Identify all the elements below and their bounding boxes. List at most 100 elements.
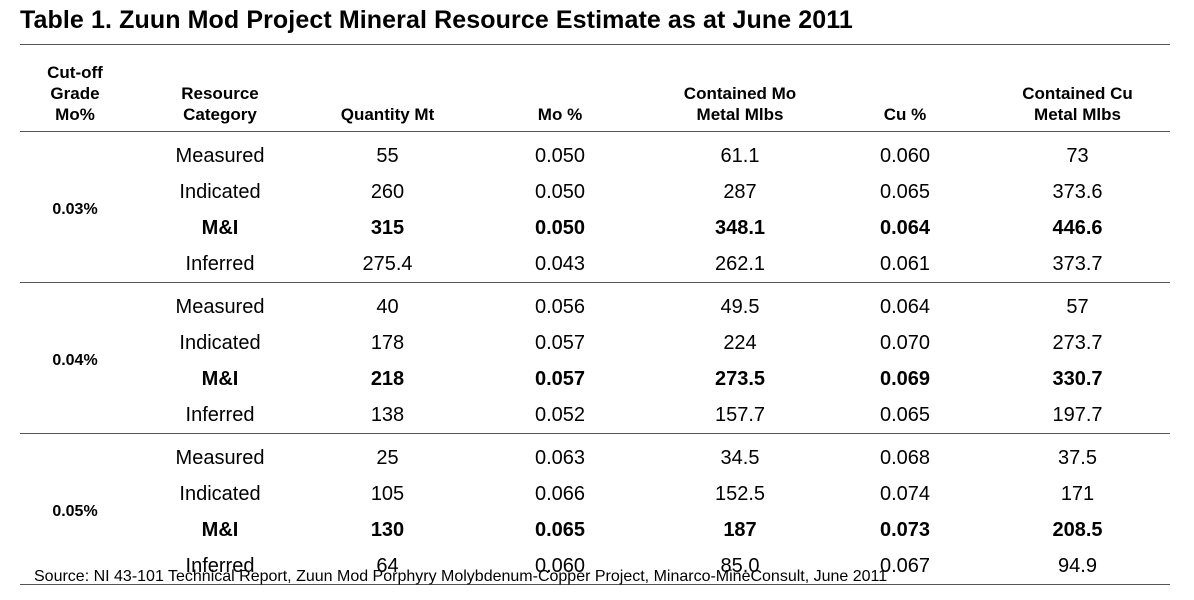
table-row-total: M&I 315 0.050 348.1 0.064 446.6 <box>20 210 1170 246</box>
table-row: Indicated 260 0.050 287 0.065 373.6 <box>20 174 1170 210</box>
header-cutoff-grade: Cut-off Grade Mo% <box>20 51 130 132</box>
cu-cell: 0.064 <box>879 217 931 239</box>
contained-mo-cell: 287 <box>723 181 757 203</box>
contained-mo-cell: 152.5 <box>714 483 766 505</box>
quantity-cell: 178 <box>370 332 405 354</box>
mo-cell: 0.065 <box>534 519 586 541</box>
quantity-cell: 138 <box>370 404 405 426</box>
header-resource-category: Resource Category <box>130 51 310 132</box>
table-row-total: M&I 218 0.057 273.5 0.069 330.7 <box>20 361 1170 397</box>
contained-cu-cell: 273.7 <box>1052 332 1103 354</box>
contained-cu-cell: 373.6 <box>1052 181 1103 203</box>
header-contained-mo-line-1: Contained Mo <box>683 84 797 103</box>
contained-cu-cell: 330.7 <box>1052 368 1103 390</box>
cu-cell: 0.073 <box>879 519 931 541</box>
category-cell: Indicated <box>179 483 261 505</box>
top-rule <box>20 44 1170 45</box>
contained-mo-cell: 49.5 <box>655 282 825 325</box>
table-row: Inferred 138 0.052 157.7 0.065 197.7 <box>20 397 1170 434</box>
mo-cell: 0.057 <box>534 368 586 390</box>
header-mo-line-1: Mo % <box>537 105 583 124</box>
contained-cu-cell: 208.5 <box>1052 519 1103 541</box>
mo-cell: 0.057 <box>534 332 586 354</box>
cu-cell: 0.069 <box>879 368 931 390</box>
category-cell: Indicated <box>179 332 261 354</box>
contained-mo-cell: 157.7 <box>714 404 766 426</box>
contained-cu-cell: 57 <box>985 282 1170 325</box>
header-row: Cut-off Grade Mo% Resource Category Quan… <box>20 51 1170 132</box>
table-row: Inferred 64 0.060 85.0 0.067 94.9 <box>20 548 1170 585</box>
category-cell: M&I <box>201 368 239 390</box>
mo-cell: 0.056 <box>465 282 655 325</box>
cutoff-grade-cell: 0.04% <box>20 282 130 434</box>
table-row: Inferred 275.4 0.043 262.1 0.061 373.7 <box>20 246 1170 283</box>
contained-mo-cell: 187 <box>723 519 757 541</box>
table-row: Indicated 178 0.057 224 0.070 273.7 <box>20 325 1170 361</box>
quantity-cell: 64 <box>376 555 399 577</box>
header-quantity-line-1: Quantity Mt <box>340 105 435 124</box>
contained-cu-cell: 373.7 <box>1052 253 1103 275</box>
cu-cell: 0.068 <box>825 433 985 476</box>
quantity-cell: 55 <box>310 131 465 174</box>
mo-cell: 0.050 <box>534 217 586 239</box>
category-cell: Inferred <box>185 253 255 275</box>
mo-cell: 0.050 <box>534 181 586 203</box>
source-note: Source: NI 43-101 Technical Report, Zuun… <box>34 568 888 585</box>
header-contained-cu-line-2: Metal Mlbs <box>1034 105 1121 124</box>
quantity-cell: 130 <box>370 519 405 541</box>
contained-mo-cell: 34.5 <box>655 433 825 476</box>
header-contained-mo-line-2: Metal Mlbs <box>696 105 784 124</box>
cu-cell: 0.061 <box>879 253 931 275</box>
cu-cell: 0.074 <box>879 483 931 505</box>
contained-mo-cell: 262.1 <box>714 253 766 275</box>
header-cu-line-1: Cu % <box>883 105 927 124</box>
cu-cell: 0.064 <box>825 282 985 325</box>
header-contained-mo: Contained Mo Metal Mlbs <box>655 51 825 132</box>
category-cell: Measured <box>130 131 310 174</box>
cu-cell: 0.065 <box>879 404 931 426</box>
header-contained-cu-line-1: Contained Cu <box>1022 84 1133 103</box>
quantity-cell: 275.4 <box>362 253 413 275</box>
cutoff-grade-cell: 0.05% <box>20 433 130 585</box>
contained-cu-cell: 197.7 <box>1052 404 1103 426</box>
mo-cell: 0.050 <box>465 131 655 174</box>
table-row: 0.05% Measured 25 0.063 34.5 0.068 37.5 <box>20 433 1170 585</box>
category-cell: M&I <box>201 519 239 541</box>
contained-mo-cell: 61.1 <box>655 131 825 174</box>
cu-cell: 0.070 <box>879 332 931 354</box>
contained-cu-cell: 94.9 <box>1058 555 1097 577</box>
cutoff-grade-cell: 0.03% <box>20 131 130 283</box>
contained-mo-cell: 348.1 <box>714 217 766 239</box>
table-row: Indicated 105 0.066 152.5 0.074 171 <box>20 476 1170 512</box>
header-quantity: Quantity Mt <box>310 51 465 132</box>
category-cell: M&I <box>201 217 239 239</box>
category-cell: Indicated <box>179 181 261 203</box>
category-cell: Measured <box>130 282 310 325</box>
header-contained-cu: Contained Cu Metal Mlbs <box>985 51 1170 132</box>
header-cutoff-line-1: Cut-off <box>47 63 103 82</box>
quantity-cell: 105 <box>370 483 405 505</box>
quantity-cell: 260 <box>370 181 405 203</box>
header-category-line-2: Category <box>183 105 257 124</box>
contained-cu-cell: 171 <box>1060 483 1095 505</box>
header-mo-percent: Mo % <box>465 51 655 132</box>
resource-table: Cut-off Grade Mo% Resource Category Quan… <box>20 51 1170 585</box>
table-row-total: M&I 130 0.065 187 0.073 208.5 <box>20 512 1170 548</box>
quantity-cell: 315 <box>370 217 405 239</box>
header-category-line-1: Resource <box>181 84 259 103</box>
category-cell: Inferred <box>185 555 255 577</box>
header-cutoff-line-2: Grade <box>50 84 100 103</box>
contained-mo-cell: 273.5 <box>714 368 766 390</box>
table-title: Table 1. Zuun Mod Project Mineral Resour… <box>20 6 853 34</box>
cu-cell: 0.067 <box>879 555 931 577</box>
category-cell: Inferred <box>185 404 255 426</box>
table-row: 0.03% Measured 55 0.050 61.1 0.060 73 <box>20 131 1170 283</box>
mo-cell: 0.060 <box>534 555 586 577</box>
mo-cell: 0.052 <box>534 404 586 426</box>
quantity-cell: 25 <box>310 433 465 476</box>
contained-mo-cell: 224 <box>723 332 757 354</box>
mo-cell: 0.043 <box>534 253 586 275</box>
quantity-cell: 40 <box>310 282 465 325</box>
cu-cell: 0.065 <box>879 181 931 203</box>
cu-cell: 0.060 <box>825 131 985 174</box>
